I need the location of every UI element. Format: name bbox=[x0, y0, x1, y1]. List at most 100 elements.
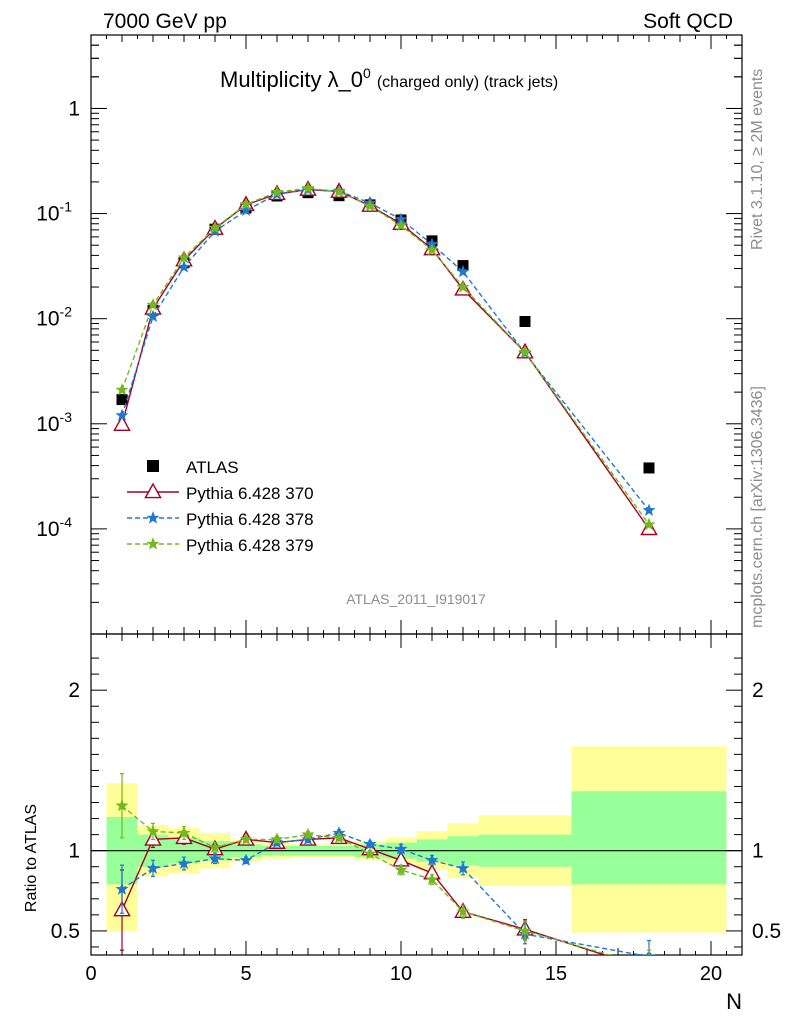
series-2-ratio-point bbox=[239, 853, 253, 866]
atlas-point bbox=[643, 462, 655, 474]
series-3-ratio-point bbox=[270, 832, 284, 845]
y-tick-label: 1 bbox=[68, 97, 80, 120]
series-1-point bbox=[640, 519, 658, 536]
y-tick-label-exp: -4 bbox=[60, 514, 73, 530]
legend-label-3: Pythia 6.428 379 bbox=[186, 536, 314, 555]
series-3-point bbox=[425, 243, 439, 256]
series-3-ratio-point bbox=[115, 798, 129, 812]
y-tick-label-exp: -1 bbox=[60, 199, 73, 215]
series-3-ratio-point bbox=[208, 840, 222, 853]
analysis-label: ATLAS_2011_I919017 bbox=[346, 591, 486, 607]
ratio-y-axis-label: Ratio to ATLAS bbox=[23, 804, 40, 912]
x-axis-label: N bbox=[726, 989, 742, 1014]
series-3-ratio-line bbox=[121, 805, 613, 955]
ratio-y-tick-label: 0.5 bbox=[51, 920, 80, 943]
series-2-ratio-point bbox=[456, 861, 470, 874]
series-1-point bbox=[113, 415, 131, 432]
series-3-ratio-point bbox=[332, 830, 346, 844]
series-3-ratio-point bbox=[177, 826, 191, 839]
rivet-version-label: Rivet 3.1.10, ≥ 2M events bbox=[749, 69, 766, 250]
x-tick-label: 10 bbox=[390, 963, 412, 985]
ratio-y-tick-label: 2 bbox=[68, 679, 80, 702]
legend-atlas-label: ATLAS bbox=[186, 458, 239, 477]
series-3-ratio-point bbox=[518, 924, 532, 937]
series-3-point bbox=[332, 184, 346, 198]
series-3-ratio-point bbox=[363, 847, 377, 860]
y-tick-label: 10-3 bbox=[36, 409, 72, 436]
series-2-ratio-point bbox=[301, 832, 315, 845]
series-3-point bbox=[301, 181, 315, 194]
chart-title: Multiplicity λ_00 (charged only) (track j… bbox=[220, 65, 558, 92]
series-3-point bbox=[239, 197, 253, 211]
y-tick-label: 10-2 bbox=[36, 304, 72, 331]
series-3-point bbox=[518, 345, 532, 358]
ratio-y-tick-label-right: 2 bbox=[752, 679, 764, 702]
series-3-ratio-point bbox=[456, 904, 470, 918]
y-tick-label-base: 10 bbox=[36, 308, 59, 331]
y-tick-label-exp: -2 bbox=[60, 304, 73, 320]
series-2-point bbox=[642, 503, 656, 516]
series-3-point bbox=[394, 218, 408, 232]
chart-title-small: (charged only) (track jets) bbox=[377, 74, 558, 91]
series-2-line bbox=[121, 188, 650, 511]
legend: ATLAS Pythia 6.428 370 Pythia 6.428 378 Pyt… bbox=[127, 458, 314, 555]
series-3-point bbox=[642, 517, 656, 531]
series-2-ratio-point bbox=[363, 837, 377, 850]
series-3-ratio-point bbox=[394, 863, 408, 876]
ratio-y-tick-label: 1 bbox=[68, 840, 80, 863]
series-3-ratio-point bbox=[301, 827, 315, 841]
legend-label-1: Pythia 6.428 370 bbox=[186, 484, 314, 503]
series-2-ratio-point bbox=[425, 853, 439, 866]
series-3-point bbox=[270, 185, 284, 198]
series-3-ratio bbox=[115, 773, 654, 971]
legend-atlas-marker bbox=[147, 460, 159, 472]
series-3-main bbox=[115, 181, 656, 531]
series-atlas bbox=[116, 187, 655, 474]
series-3-point bbox=[146, 298, 160, 311]
y-tick-label: 10-1 bbox=[36, 199, 72, 226]
series-2-ratio-point bbox=[208, 851, 222, 865]
series-2-ratio-point bbox=[146, 861, 160, 874]
legend-marker-1 bbox=[144, 482, 162, 499]
atlas-point bbox=[519, 316, 531, 328]
series-3-ratio-point bbox=[146, 824, 160, 838]
series-3-point bbox=[115, 383, 129, 396]
mcplots-label: mcplots.cern.ch [arXiv:1306.3436] bbox=[749, 386, 766, 628]
chart-title-sup: 0 bbox=[363, 65, 371, 81]
atlas-point bbox=[116, 394, 128, 406]
ratio-bands bbox=[106, 746, 727, 933]
series-3-point bbox=[177, 250, 191, 264]
series-2-ratio-point bbox=[177, 856, 191, 870]
series-3-ratio-point bbox=[425, 872, 439, 886]
y-tick-label-base: 10 bbox=[36, 203, 59, 226]
y-tick-label-exp: -3 bbox=[60, 409, 73, 425]
x-tick-label: 5 bbox=[240, 963, 251, 985]
ratio-frame bbox=[90, 633, 743, 956]
series-2-point bbox=[456, 264, 470, 278]
x-tick-label: 0 bbox=[85, 963, 96, 985]
header-right-text: Soft QCD bbox=[643, 10, 733, 33]
x-tick-label: 15 bbox=[545, 963, 567, 985]
x-tick-label: 20 bbox=[700, 963, 722, 985]
series-1-main bbox=[113, 180, 658, 536]
series-2-ratio-point bbox=[394, 842, 408, 855]
series-2-point bbox=[239, 203, 253, 216]
legend-marker-3 bbox=[146, 537, 160, 550]
series-3-ratio-point bbox=[239, 832, 253, 845]
ratio-band-inner bbox=[571, 791, 727, 885]
legend-label-2: Pythia 6.428 378 bbox=[186, 510, 314, 529]
series-2-point bbox=[146, 309, 160, 322]
legend-marker-2 bbox=[146, 511, 160, 524]
ratio-panel: 0 5 10 15 20 0.5 0.5 1 1 2 2 bbox=[51, 633, 781, 985]
series-3-point bbox=[456, 280, 470, 293]
series-3-point bbox=[363, 199, 377, 212]
series-3-ratio-point bbox=[643, 960, 654, 971]
chart-title-main: Multiplicity λ_0 bbox=[220, 67, 363, 92]
y-tick-label-base: 1 bbox=[68, 97, 80, 120]
y-tick-label: 10-4 bbox=[36, 514, 72, 541]
header-left-text: 7000 GeV pp bbox=[103, 10, 227, 33]
series-1-ratio-point bbox=[641, 961, 656, 975]
series-2-point bbox=[115, 408, 129, 421]
series-3-line bbox=[121, 187, 650, 525]
y-tick-label-base: 10 bbox=[36, 518, 59, 541]
